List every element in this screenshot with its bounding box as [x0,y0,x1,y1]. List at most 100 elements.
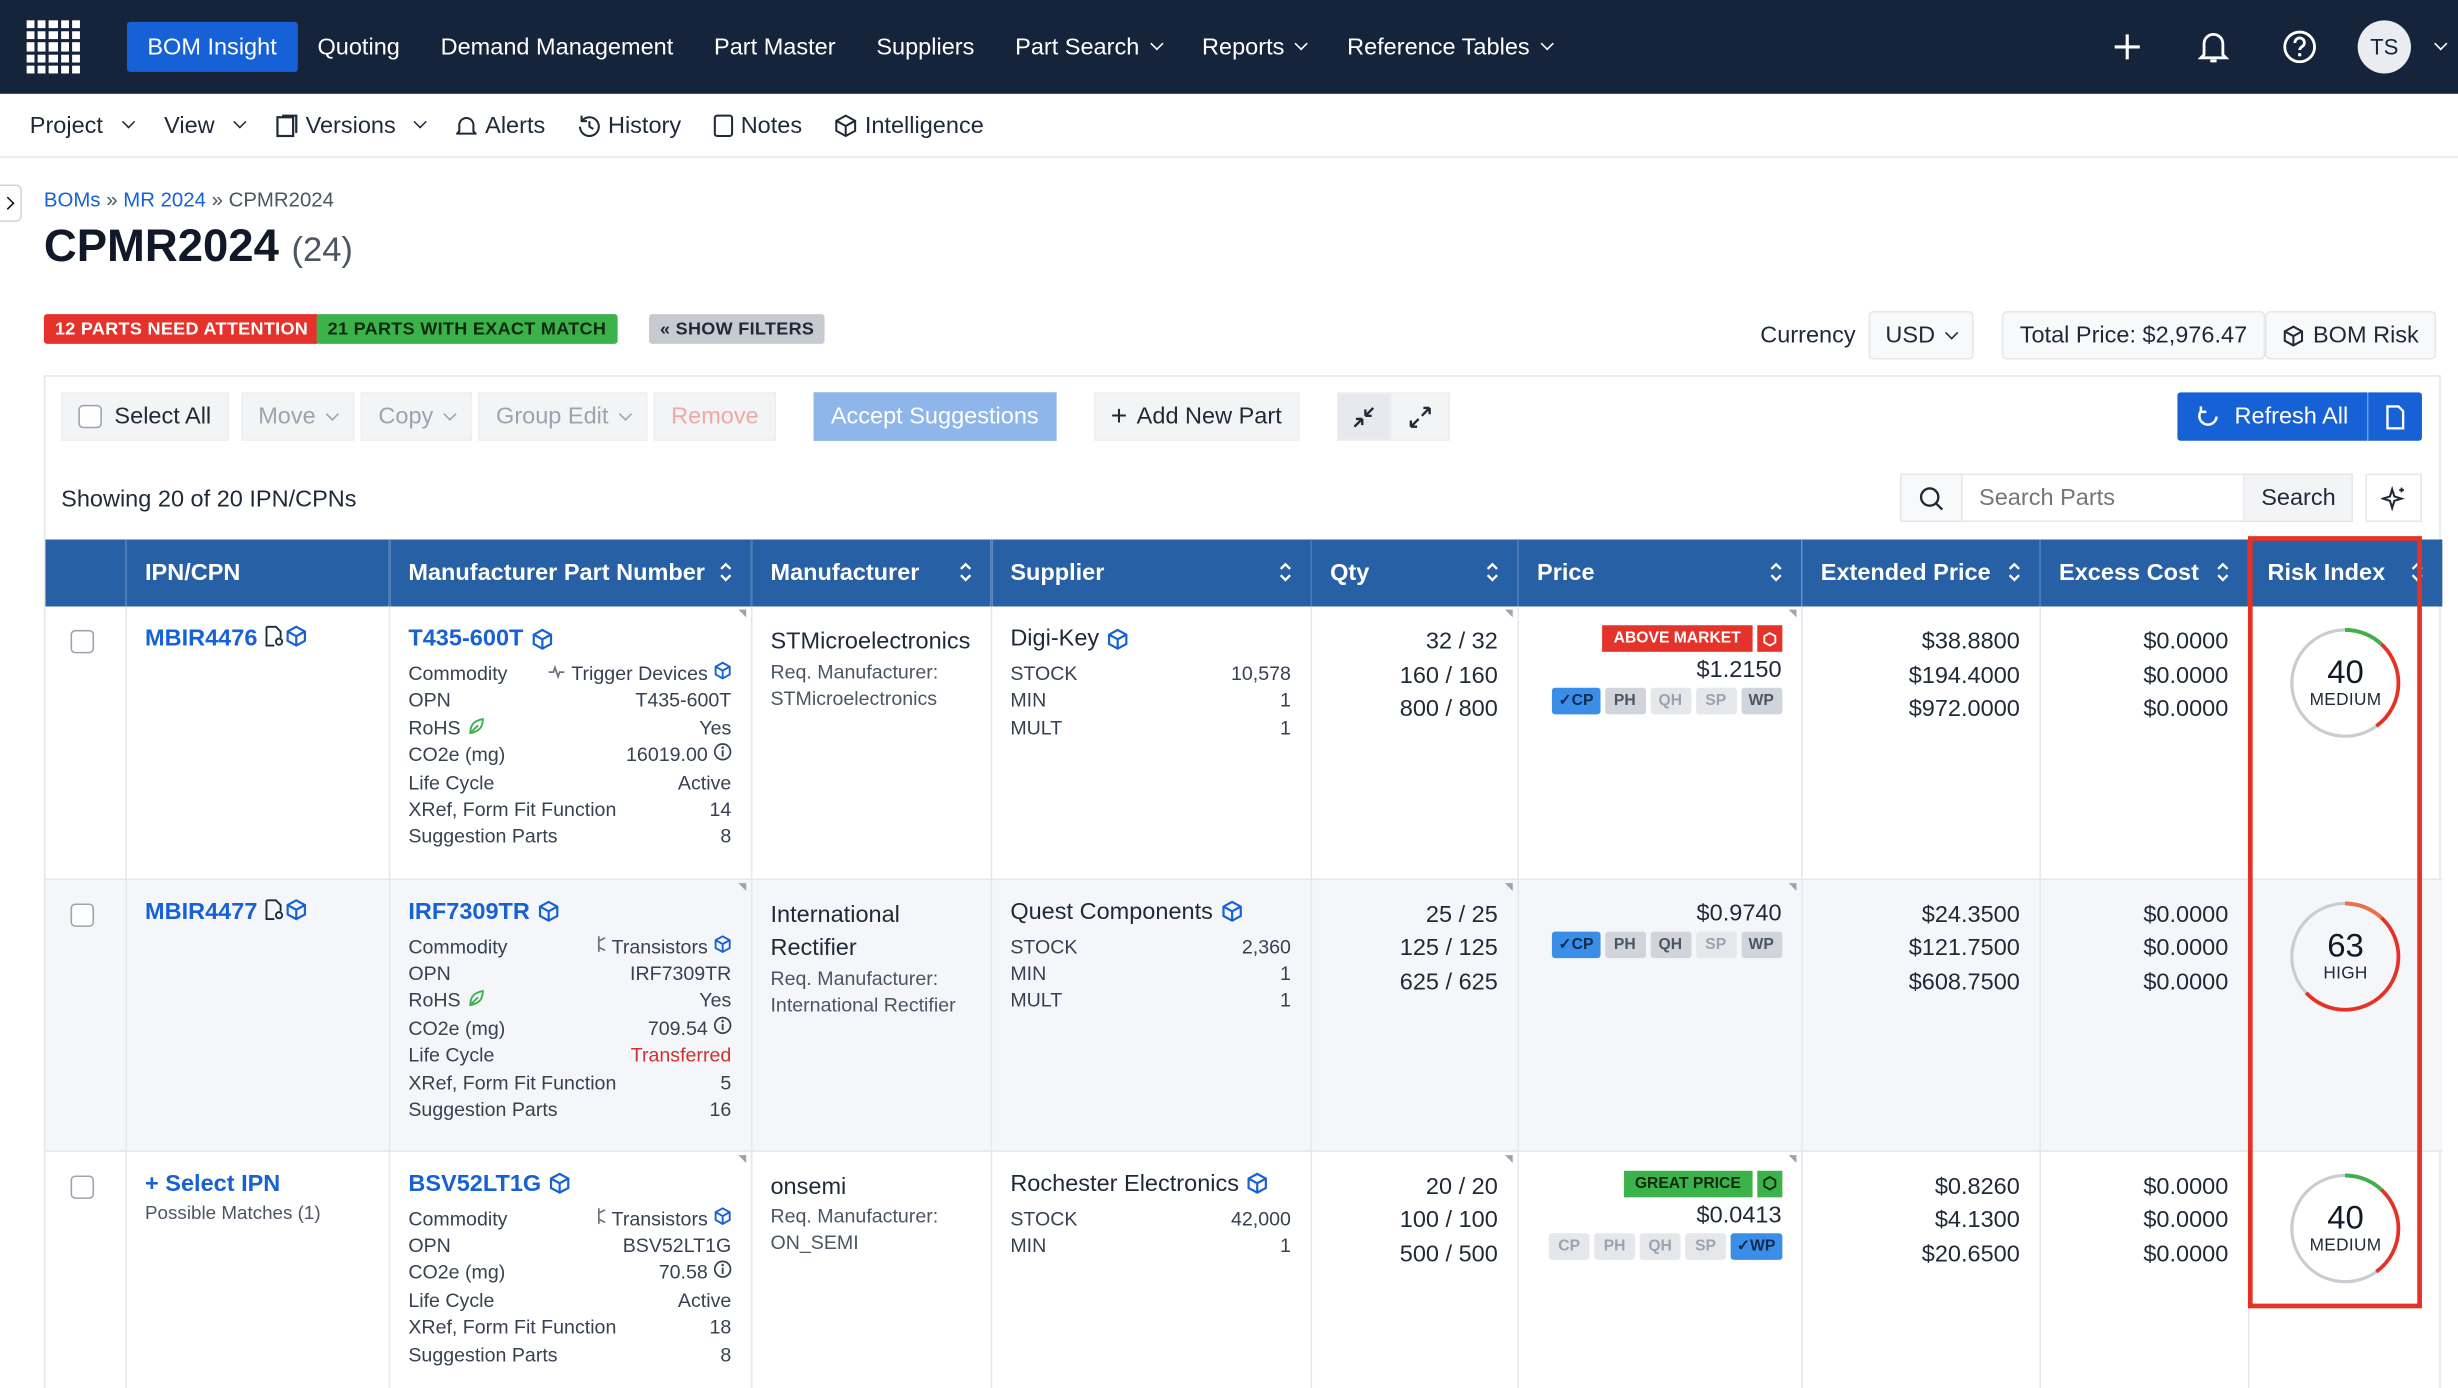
nav-suppliers[interactable]: Suppliers [876,33,975,61]
header-extended-price[interactable]: Extended Price [1800,539,2040,607]
chip-ph[interactable]: PH [1594,1232,1636,1260]
search-input[interactable] [1963,473,2246,523]
ipn-link[interactable]: + Select IPN [145,1169,281,1197]
header-qty[interactable]: Qty [1309,539,1518,607]
project-menu[interactable]: Project [14,112,148,138]
chip-wp[interactable]: WP [1740,930,1782,958]
help-icon[interactable] [2256,30,2342,64]
cube-icon[interactable] [538,900,560,922]
bell-icon[interactable] [2170,30,2256,64]
collapse-rows-button[interactable] [1336,392,1390,441]
chip-cp[interactable]: ✓ CP [1552,687,1600,715]
table-row[interactable]: MBIR4476 T435-600T Commodity Trigger Devi… [45,606,2443,880]
chip-sp[interactable]: SP [1695,930,1737,958]
chip-sp[interactable]: SP [1695,687,1737,715]
versions-menu[interactable]: Versions [260,112,441,138]
mpn-link[interactable]: BSV52LT1G [408,1169,542,1197]
ai-sparkle-button[interactable] [2365,473,2422,523]
row-checkbox[interactable] [70,902,95,927]
add-new-part-button[interactable]: + Add New Part [1093,392,1300,441]
view-menu[interactable]: View [148,112,260,138]
cube-icon[interactable] [1247,1172,1269,1194]
price-flag-icon[interactable] [1756,1169,1782,1197]
chip-cp[interactable]: ✓ CP [1552,930,1600,958]
chip-wp[interactable]: WP [1740,687,1782,715]
move-button[interactable]: Move [240,392,355,441]
nav-part-search[interactable]: Part Search [995,22,1182,72]
great-price-badge[interactable]: GREAT PRICE [1623,1169,1752,1197]
notes-link[interactable]: Notes [697,112,818,138]
currency-select[interactable]: USD [1868,311,1975,360]
nav-demand-management[interactable]: Demand Management [440,33,674,61]
cube-icon[interactable] [531,627,553,650]
remove-button[interactable]: Remove [653,392,776,441]
cube-icon[interactable] [549,1172,571,1194]
possible-matches[interactable]: Possible Matches (1) [145,1201,321,1224]
breadcrumb-mr2024[interactable]: MR 2024 [123,187,206,212]
nav-quoting[interactable]: Quoting [317,33,400,61]
header-supplier[interactable]: Supplier [989,539,1311,607]
chip-qh[interactable]: QH [1649,687,1691,715]
table-row[interactable]: MBIR4477 IRF7309TR Commodity Transistors O… [45,878,2443,1152]
show-filters-button[interactable]: « SHOW FILTERS [648,314,826,344]
row-checkbox[interactable] [70,629,95,654]
above-market-badge[interactable]: ABOVE MARKET [1602,625,1752,652]
nav-bom-insight[interactable]: BOM Insight [126,21,298,72]
header-mpn[interactable]: Manufacturer Part Number [387,539,751,607]
chip-wp[interactable]: ✓ WP [1730,1232,1782,1260]
header-ipn[interactable]: IPN/CPN [124,539,389,607]
chip-cp[interactable]: CP [1548,1232,1590,1260]
sidebar-toggle[interactable] [0,184,22,222]
risk-gauge[interactable]: 40 MEDIUM [2288,625,2404,741]
supplier-name[interactable]: Rochester Electronics [1010,1169,1240,1197]
document-search-icon[interactable] [264,625,286,647]
info-icon[interactable] [712,1016,731,1039]
bom-risk-button[interactable]: BOM Risk [2264,311,2437,360]
chip-ph[interactable]: PH [1604,930,1646,958]
select-all-checkbox[interactable]: Select All [61,392,229,441]
supplier-name[interactable]: Digi-Key [1010,625,1100,652]
header-risk-index[interactable]: Risk Index [2247,539,2443,607]
risk-gauge[interactable]: 63 HIGH [2288,898,2404,1014]
chip-qh[interactable]: QH [1639,1232,1681,1260]
app-grid-logo[interactable] [26,20,80,74]
ipn-link[interactable]: MBIR4477 [145,898,258,925]
header-price[interactable]: Price [1516,539,1802,607]
nav-reports[interactable]: Reports [1182,22,1327,72]
supplier-name[interactable]: Quest Components [1010,898,1213,925]
cube-icon[interactable] [1221,900,1243,922]
nav-reference-tables[interactable]: Reference Tables [1327,22,1572,72]
info-icon[interactable] [712,743,731,766]
header-excess-cost[interactable]: Excess Cost [2038,539,2248,607]
cube-icon[interactable] [712,1206,731,1229]
refresh-options-button[interactable] [2367,392,2422,441]
chip-ph[interactable]: PH [1604,687,1646,715]
copy-button[interactable]: Copy [361,392,473,441]
accept-suggestions-button[interactable]: Accept Suggestions [813,392,1056,441]
intelligence-link[interactable]: Intelligence [818,112,1000,138]
header-manufacturer[interactable]: Manufacturer [750,539,991,607]
info-icon[interactable] [712,1261,731,1284]
cube-icon[interactable] [712,661,731,685]
chip-sp[interactable]: SP [1685,1232,1726,1260]
attention-badge[interactable]: 12 PARTS NEED ATTENTION [43,314,320,344]
exact-match-badge[interactable]: 21 PARTS WITH EXACT MATCH [316,314,618,344]
avatar-chevron-icon[interactable] [2411,37,2458,51]
nav-part-master[interactable]: Part Master [714,33,836,61]
history-link[interactable]: History [561,112,697,138]
plus-icon[interactable] [2083,33,2169,61]
row-checkbox[interactable] [70,1174,95,1199]
mpn-link[interactable]: IRF7309TR [408,898,530,925]
user-avatar[interactable]: TS [2357,20,2411,74]
group-edit-button[interactable]: Group Edit [478,392,648,441]
chip-qh[interactable]: QH [1649,930,1691,958]
cube-icon[interactable] [1107,627,1129,650]
price-flag-icon[interactable] [1756,625,1782,652]
table-row[interactable]: + Select IPN Possible Matches (1) BSV52L… [45,1150,2443,1388]
breadcrumb-boms[interactable]: BOMs [43,187,101,212]
refresh-all-button[interactable]: Refresh All [2178,392,2368,441]
search-button[interactable]: Search [2245,473,2353,523]
cube-icon[interactable] [286,625,308,647]
cube-icon[interactable] [712,934,731,958]
alerts-link[interactable]: Alerts [441,112,561,138]
